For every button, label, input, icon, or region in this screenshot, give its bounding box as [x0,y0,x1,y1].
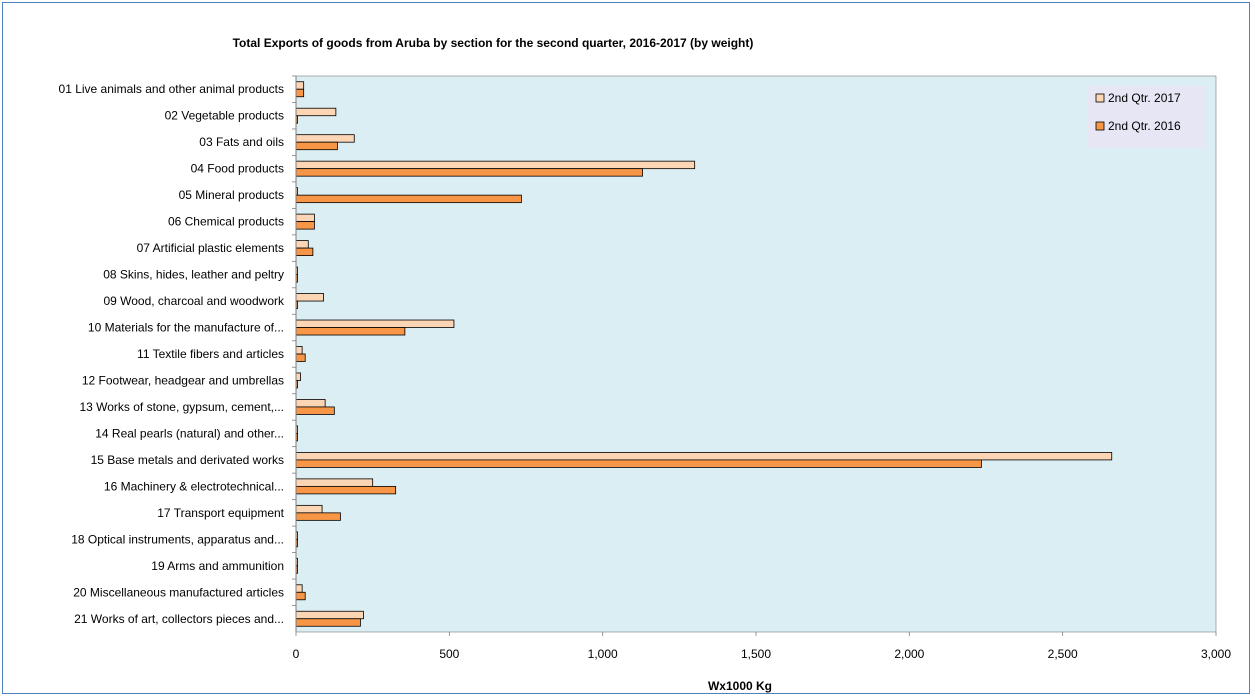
category-label: 12 Footwear, headgear and umbrellas [82,373,284,387]
bar-2016-1 [295,88,305,98]
category-label: 21 Works of art, collectors pieces and..… [74,612,284,626]
legend-swatch [1095,93,1105,103]
category-label: 04 Food products [191,162,284,176]
bar-2016-11 [295,353,306,362]
x-tick-label: 2,500 [1048,647,1078,661]
bar-2017-3 [295,134,355,143]
x-tick-label: 1,500 [741,647,771,661]
bar-2016-13 [295,406,335,415]
bar-2016-21 [295,618,361,627]
bar-2016-3 [295,141,338,151]
bar-2017-17 [295,504,323,514]
category-label: 06 Chemical products [168,215,284,229]
x-tick-label: 0 [293,647,300,661]
x-axis-title: Wx1000 Kg [708,679,772,693]
legend-box [1088,86,1206,148]
bar-2017-2 [295,107,337,117]
bar-2017-13 [295,399,326,408]
x-axis: 0 500 1,000 1,500 2,000 2,500 3,000 [293,632,1231,661]
category-label: 14 Real pearls (natural) and other... [95,426,284,440]
category-label: 08 Skins, hides, leather and peltry [103,268,284,282]
bar-2017-6 [295,213,315,223]
category-label: 09 Wood, charcoal and woodwork [103,294,285,308]
bar-2016-16 [295,485,397,495]
category-label: 17 Transport equipment [157,506,284,520]
bar-2016-6 [295,221,315,230]
category-label: 11 Textile fibers and articles [137,347,284,361]
category-label: 07 Artificial plastic elements [137,241,284,255]
bar-2017-20 [295,584,303,593]
category-label: 13 Works of stone, gypsum, cement,... [79,400,284,414]
category-label: 15 Base metals and derivated works [91,453,284,467]
legend: 2nd Qtr. 2017 2nd Qtr. 2016 [1088,86,1206,148]
plot-area [295,75,1217,633]
bar-2016-4 [295,168,643,177]
category-label: 19 Arms and ammunition [151,559,284,573]
bar-2017-16 [295,478,374,487]
bar-2016-5 [295,194,522,204]
bar-2017-9 [295,293,325,302]
bar-2017-11 [295,346,303,355]
bar-2017-7 [295,240,309,249]
bar-2016-17 [295,512,341,521]
bar-2017-12 [295,372,301,381]
category-label: 16 Machinery & electrotechnical... [104,479,284,493]
chart-title: Total Exports of goods from Aruba by sec… [233,36,754,50]
category-label: 05 Mineral products [179,188,284,202]
bar-2016-15 [295,459,982,468]
legend-label: 2nd Qtr. 2016 [1108,119,1181,133]
x-tick-label: 500 [439,647,459,661]
category-label: 01 Live animals and other animal product… [59,82,284,96]
x-tick-label: 3,000 [1201,647,1231,661]
bar-2017-10 [295,319,455,328]
category-label: 18 Optical instruments, apparatus and... [71,532,284,546]
x-tick-label: 2,000 [894,647,924,661]
bar-2017-1 [295,81,305,90]
bar-2016-7 [295,247,314,256]
category-label: 20 Miscellaneous manufactured articles [73,585,284,599]
bar-2016-10 [295,327,406,336]
category-label: 10 Materials for the manufacture of... [88,321,284,335]
bar-2017-21 [295,610,364,620]
bar-2016-20 [295,591,306,601]
category-label: 02 Vegetable products [165,109,284,123]
bar-2017-15 [295,452,1113,461]
x-tick-label: 1,000 [588,647,618,661]
legend-swatch [1095,121,1105,131]
category-labels: 01 Live animals and other animal product… [59,75,297,632]
bar-2017-4 [295,160,696,170]
bars-group [295,81,1113,627]
category-label: 03 Fats and oils [199,135,284,149]
legend-label: 2nd Qtr. 2017 [1108,91,1181,105]
